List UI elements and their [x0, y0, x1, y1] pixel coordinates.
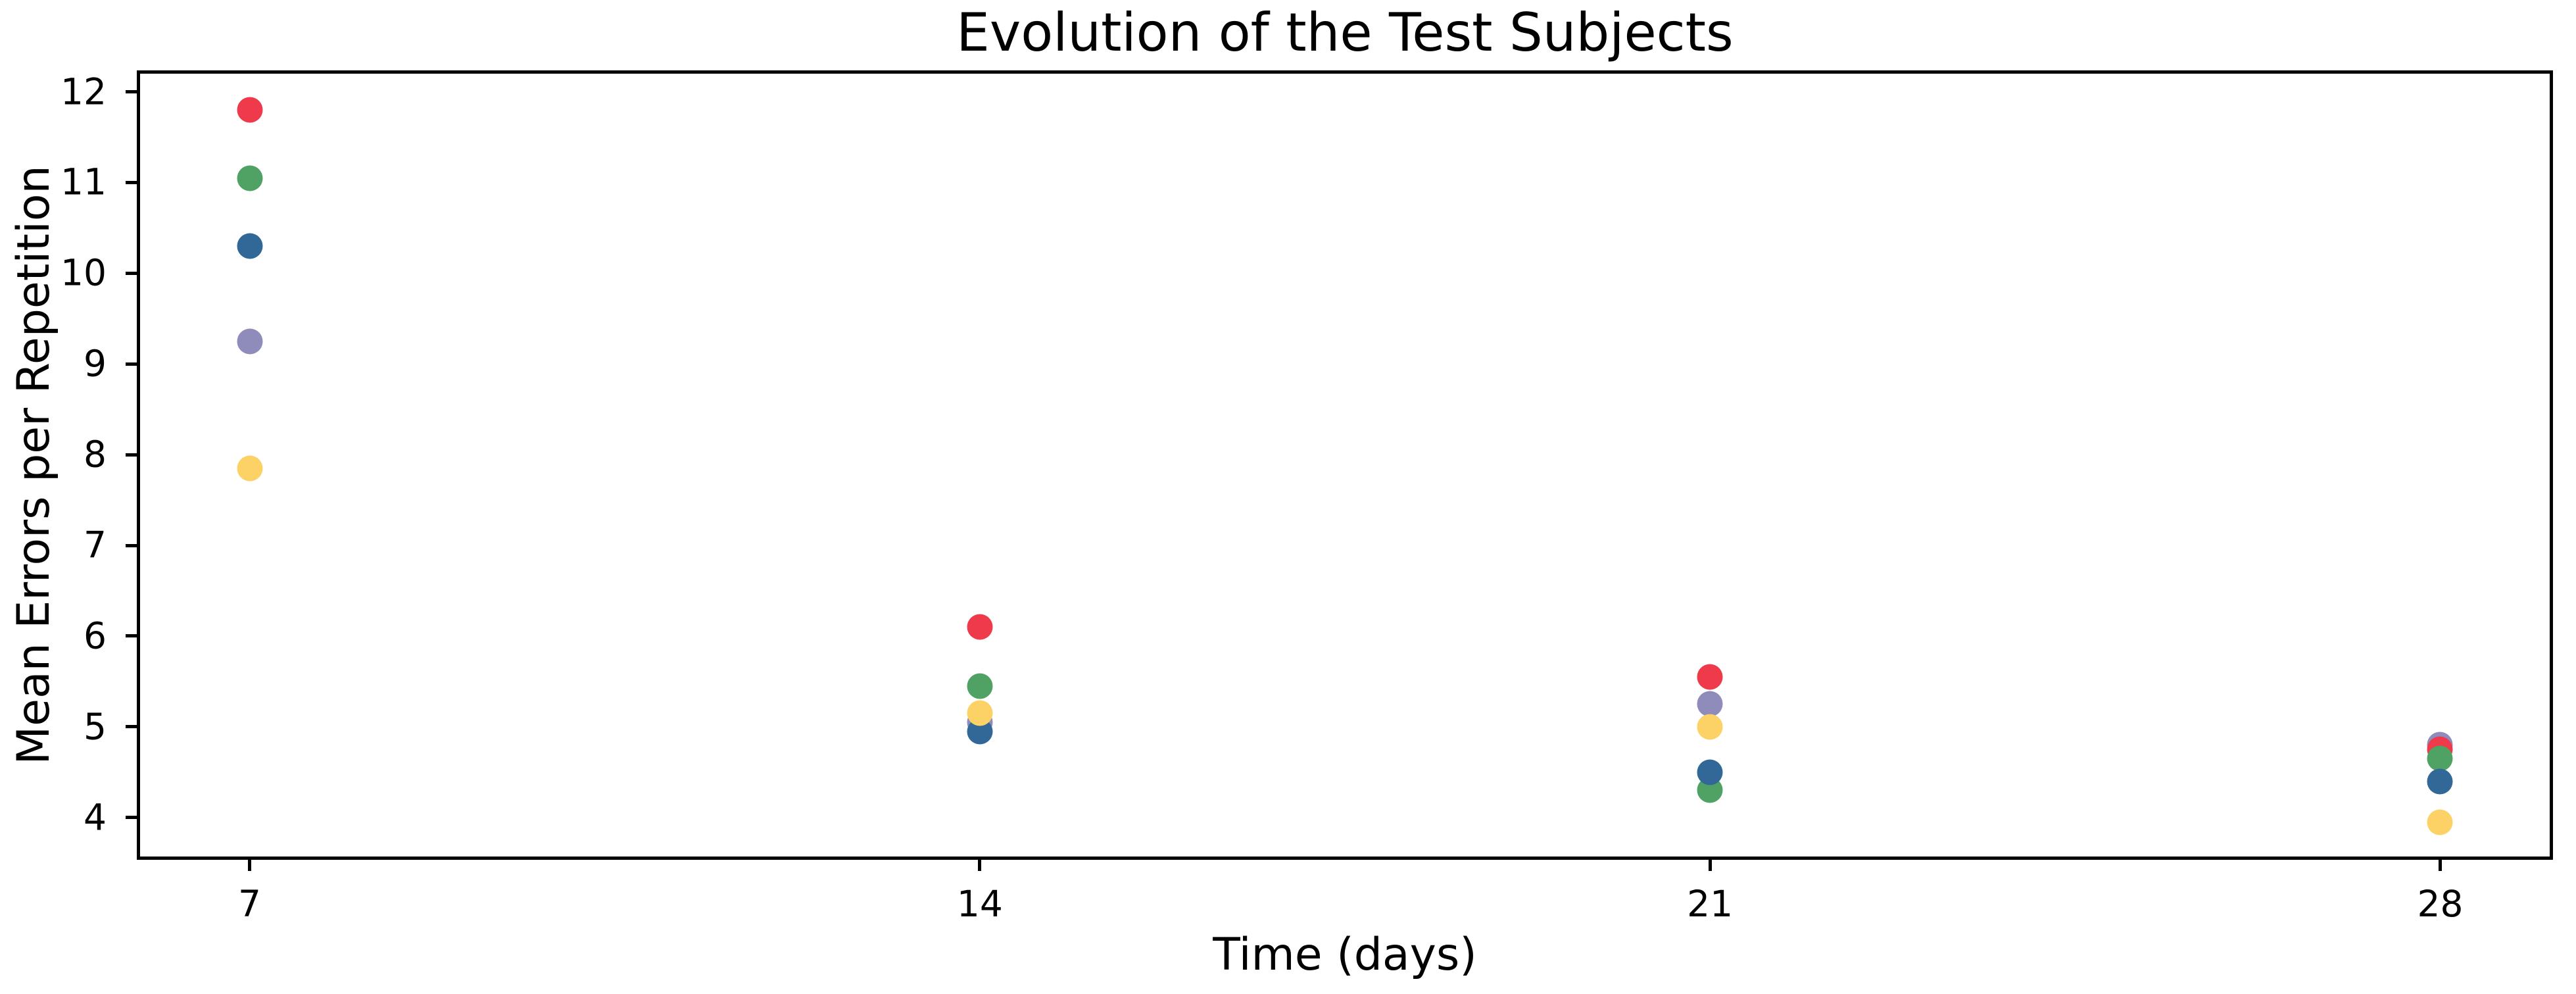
data-point-subject-red-day7 — [237, 97, 263, 123]
y-tick-label: 12 — [61, 70, 107, 113]
y-tick-mark — [126, 453, 137, 457]
y-tick-mark — [126, 816, 137, 820]
y-tick-mark — [126, 271, 137, 275]
y-tick-mark — [126, 634, 137, 638]
data-point-subject-yellow-day14 — [967, 700, 993, 726]
y-tick-label: 10 — [61, 251, 107, 294]
y-tick-mark — [126, 90, 137, 94]
x-tick-label: 7 — [238, 883, 262, 925]
y-tick-label: 11 — [61, 161, 107, 203]
chart-title: Evolution of the Test Subjects — [956, 2, 1734, 63]
data-point-subject-green-day28 — [2427, 745, 2453, 772]
data-point-subject-yellow-day7 — [237, 455, 263, 482]
data-point-subject-red-day14 — [967, 614, 993, 640]
data-point-subject-green-day7 — [237, 165, 263, 191]
y-tick-mark — [126, 725, 137, 729]
y-tick-label: 5 — [84, 705, 107, 748]
y-tick-label: 8 — [84, 433, 107, 476]
y-tick-mark — [126, 543, 137, 547]
y-tick-mark — [126, 180, 137, 184]
data-point-subject-blue-day21 — [1697, 759, 1723, 785]
x-tick-label: 21 — [1687, 883, 1734, 925]
data-point-subject-red-day21 — [1697, 664, 1723, 690]
y-tick-label: 4 — [84, 796, 107, 839]
data-point-subject-blue-day7 — [237, 233, 263, 259]
data-point-subject-green-day14 — [967, 673, 993, 699]
data-point-subject-purple-day7 — [237, 328, 263, 355]
x-tick-label: 28 — [2417, 883, 2464, 925]
data-point-subject-blue-day28 — [2427, 768, 2453, 795]
x-tick-mark — [1708, 860, 1712, 871]
data-point-subject-yellow-day28 — [2427, 809, 2453, 835]
plot-area — [137, 70, 2553, 860]
x-tick-mark — [2438, 860, 2442, 871]
data-point-subject-purple-day21 — [1697, 691, 1723, 717]
y-tick-label: 7 — [84, 524, 107, 566]
x-tick-mark — [978, 860, 982, 871]
y-tick-label: 6 — [84, 614, 107, 657]
y-tick-mark — [126, 362, 137, 366]
x-axis-label: Time (days) — [1213, 929, 1477, 981]
data-point-subject-yellow-day21 — [1697, 714, 1723, 740]
x-tick-mark — [248, 860, 252, 871]
x-tick-label: 14 — [956, 883, 1003, 925]
y-tick-label: 9 — [84, 342, 107, 385]
